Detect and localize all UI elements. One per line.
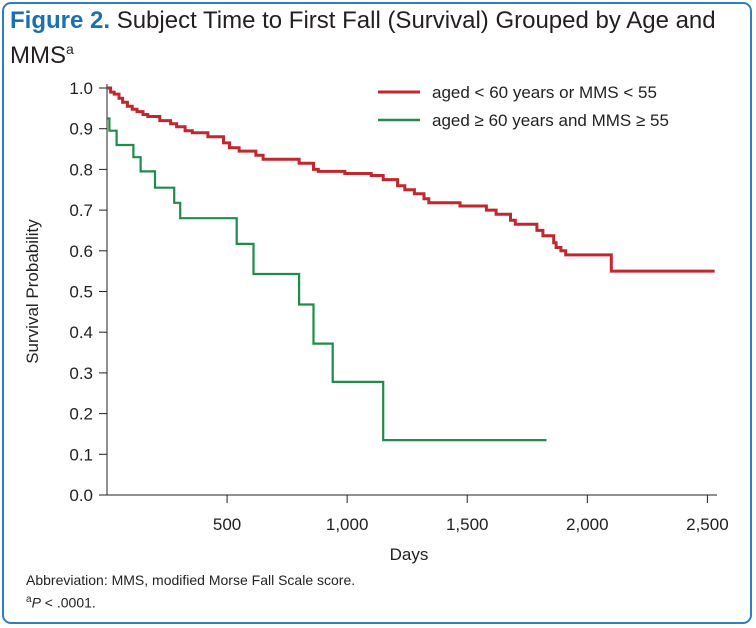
x-axis-title: Days	[390, 545, 429, 564]
x-tick-label: 1,000	[326, 515, 369, 534]
y-tick-label: 0.9	[69, 120, 93, 139]
y-tick-label: 0.4	[69, 323, 93, 342]
figure-title: Figure 2. Subject Time to First Fall (Su…	[10, 6, 740, 70]
y-tick-label: 0.6	[69, 242, 93, 261]
p-value-superscript: a	[26, 594, 32, 605]
x-tick-label: 2,500	[686, 515, 729, 534]
y-tick-label: 0.3	[69, 364, 93, 383]
series-line-2	[107, 117, 547, 442]
legend-label-1: aged < 60 years or MMS < 55	[432, 83, 657, 102]
figure-title-text: Subject Time to First Fall (Survival) Gr…	[10, 7, 716, 69]
x-tick-label: 2,000	[566, 515, 609, 534]
figure-label: Figure 2.	[10, 7, 111, 34]
y-tick-label: 0.7	[69, 201, 93, 220]
abbreviation-note: Abbreviation: MMS, modified Morse Fall S…	[26, 572, 356, 588]
y-tick-label: 0.1	[69, 445, 93, 464]
y-tick-label: 0.8	[69, 160, 93, 179]
y-tick-label: 0.0	[69, 486, 93, 505]
x-tick-label: 1,500	[446, 515, 489, 534]
footnotes: Abbreviation: MMS, modified Morse Fall S…	[26, 570, 355, 613]
x-tick-label: 500	[213, 515, 241, 534]
legend-label-2: aged ≥ 60 years and MMS ≥ 55	[432, 111, 669, 130]
series-line-1	[107, 86, 715, 273]
p-value-symbol: P	[31, 594, 41, 611]
y-tick-label: 1.0	[69, 79, 93, 98]
y-axis-title: Survival Probability	[23, 219, 42, 364]
y-tick-label: 0.5	[69, 283, 93, 302]
p-value-note: aP < .0001.	[26, 590, 355, 613]
figure-title-superscript: a	[66, 41, 74, 57]
p-value-text: < .0001.	[40, 594, 96, 611]
y-tick-label: 0.2	[69, 405, 93, 424]
